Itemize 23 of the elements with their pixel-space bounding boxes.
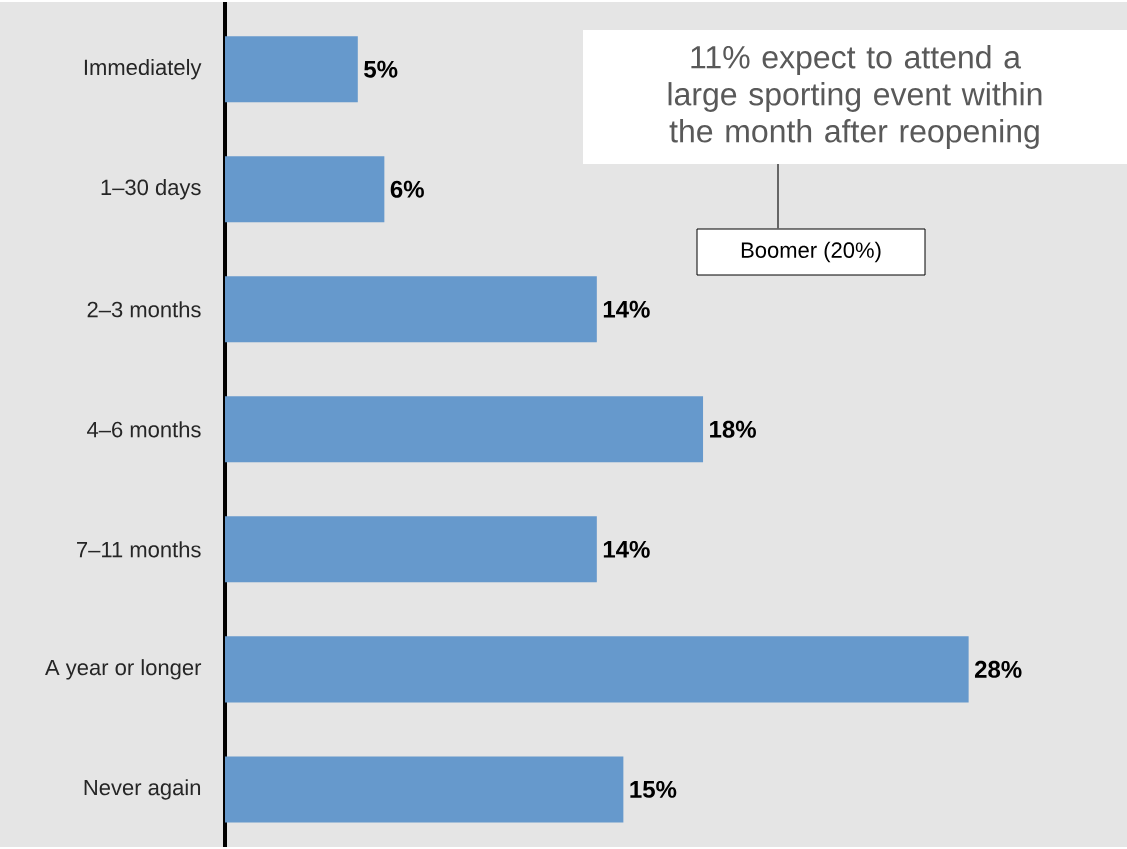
bar (225, 396, 704, 463)
data-label: 5% (364, 60, 398, 78)
data-label: 18% (710, 420, 756, 438)
data-label: 15% (630, 780, 677, 798)
bar (225, 36, 358, 103)
data-label: 14% (603, 540, 650, 558)
bar (225, 156, 385, 223)
bar (225, 276, 597, 343)
y-tick-label: Never again (84, 779, 201, 800)
annotation: Boomer (20%) (741, 241, 881, 263)
bar (225, 636, 969, 703)
y-tick-label: 7–11 months (77, 541, 201, 558)
data-label: 28% (974, 660, 1022, 678)
data-label: 6% (390, 180, 424, 198)
y-tick-label: A year or longer (45, 659, 202, 680)
y-tick-label: 4–6 months (87, 421, 201, 438)
y-tick-label: 1–30 days (101, 179, 201, 200)
y-tick-label: Immediately (84, 58, 202, 80)
bar (225, 516, 597, 583)
y-tick-label: 2–3 months (87, 301, 201, 318)
data-label: 14% (603, 300, 650, 318)
annotation: 11% expect to attend a large sporting event within the month after reopening (668, 45, 1042, 149)
bar (225, 756, 624, 823)
